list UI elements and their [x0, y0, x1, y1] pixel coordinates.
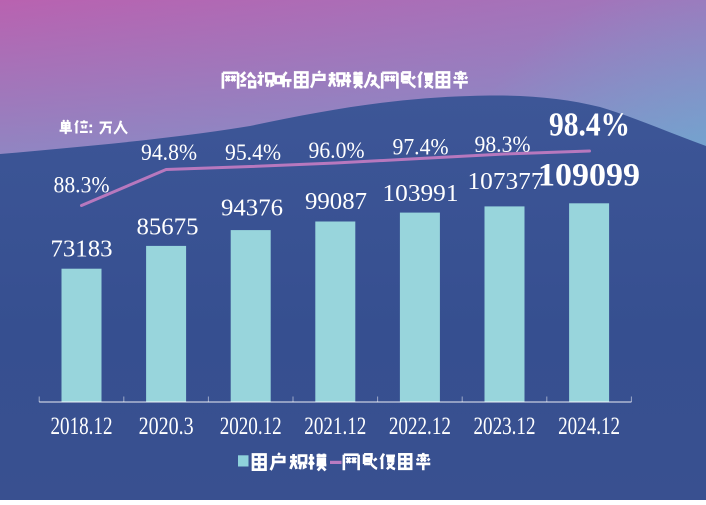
svg-text:98.4%: 98.4% — [549, 107, 630, 144]
svg-text:94376: 94376 — [221, 196, 283, 222]
svg-text:99087: 99087 — [305, 189, 367, 215]
svg-text:2023.12: 2023.12 — [474, 413, 536, 440]
svg-text:88.3%: 88.3% — [54, 172, 110, 198]
svg-text:98.3%: 98.3% — [475, 132, 531, 158]
svg-text:103991: 103991 — [383, 181, 459, 207]
svg-text:96.0%: 96.0% — [309, 138, 365, 164]
svg-text:2024.12: 2024.12 — [558, 413, 620, 440]
svg-text:2018.12: 2018.12 — [51, 413, 113, 440]
svg-text:2020.3: 2020.3 — [139, 413, 194, 440]
svg-text:109099: 109099 — [538, 157, 640, 193]
svg-text:2021.12: 2021.12 — [304, 413, 366, 440]
svg-text:97.4%: 97.4% — [393, 135, 449, 161]
svg-text:2022.12: 2022.12 — [389, 413, 451, 440]
svg-text:94.8%: 94.8% — [141, 140, 197, 166]
svg-text:85675: 85675 — [137, 215, 199, 241]
svg-text:95.4%: 95.4% — [225, 140, 281, 166]
svg-text:2020.12: 2020.12 — [220, 413, 282, 440]
svg-text:73183: 73183 — [51, 237, 113, 263]
svg-text:107377: 107377 — [468, 169, 544, 195]
